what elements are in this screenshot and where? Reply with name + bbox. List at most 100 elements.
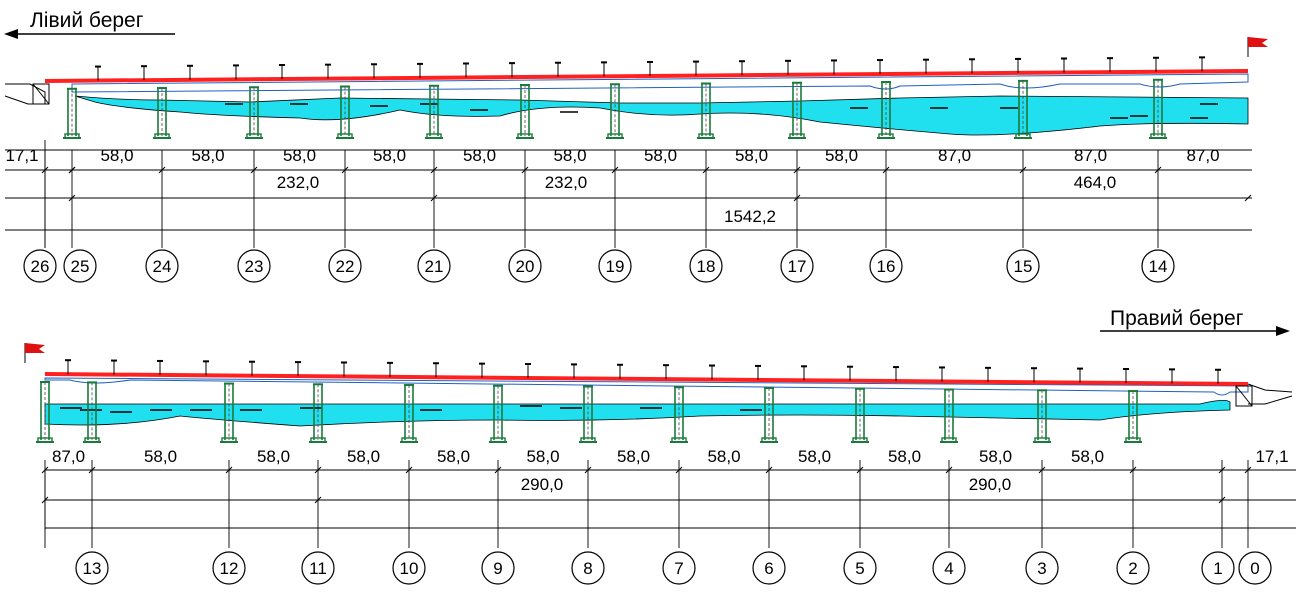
pier-axis-13: 13 (75, 551, 109, 585)
span-length: 58,0 (825, 146, 858, 165)
pier (309, 383, 327, 443)
bridge-deck (44, 372, 1249, 386)
group-length: 290,0 (521, 475, 564, 494)
pier-axis-number: 18 (697, 257, 716, 276)
pier-axis-number: 8 (583, 559, 592, 578)
pier-axis-1: 1 (1201, 551, 1235, 585)
span-girders (44, 377, 1249, 396)
pier-axis-17: 17 (780, 249, 814, 283)
left-bank-label: Лівий берег (30, 9, 144, 32)
span-length: 17,1 (5, 146, 38, 165)
pier-axis-number: 26 (31, 257, 50, 276)
pier-axis-number: 1 (1213, 559, 1222, 578)
span-length: 58,0 (979, 447, 1012, 466)
right-bank-marker: Правий берег (1100, 307, 1290, 336)
bridge-deck (44, 69, 1249, 83)
pier-axis-number: 0 (1250, 559, 1259, 578)
pier-axis-number: 7 (674, 559, 683, 578)
span-length: 58,0 (100, 146, 133, 165)
span-length: 58,0 (798, 447, 831, 466)
pier-axis-number: 9 (493, 559, 502, 578)
span-length: 87,0 (52, 447, 85, 466)
pier (579, 385, 597, 443)
pier (400, 384, 418, 443)
lower-elevation-segment: 87,0 58,0 58,0 58,0 58,0 58,0 58,0 58,0 58,0 58,0… (24, 343, 1296, 585)
pier-axis-16: 16 (869, 249, 903, 283)
span-length: 58,0 (735, 146, 768, 165)
pier (1149, 78, 1167, 139)
pier (1124, 390, 1142, 443)
pier-axis-number: 5 (855, 559, 864, 578)
pier-axis-number: 25 (71, 257, 90, 276)
pier (516, 84, 534, 139)
span-length: 58,0 (437, 447, 470, 466)
left-bank-marker: Лівий берег (4, 9, 175, 39)
pier-axis-6: 6 (752, 551, 786, 585)
span-length: 58,0 (617, 447, 650, 466)
pier-axis-21: 21 (417, 249, 451, 283)
pier-axis-number: 22 (336, 257, 355, 276)
pier-axis-number: 3 (1037, 559, 1046, 578)
pier-axis-number: 23 (245, 257, 264, 276)
pier-axis-5: 5 (843, 551, 877, 585)
pier (606, 83, 624, 139)
pier-axis-11: 11 (301, 551, 335, 585)
pier-axis-number: 16 (877, 257, 896, 276)
span-length: 58,0 (707, 447, 740, 466)
pier-axis-10: 10 (392, 551, 426, 585)
group-length: 232,0 (545, 173, 588, 192)
pier-axis-number: 19 (606, 257, 625, 276)
pier-axis-number: 6 (764, 559, 773, 578)
group-length: 232,0 (277, 173, 320, 192)
pier (940, 388, 958, 443)
pier-axis-9: 9 (481, 551, 515, 585)
pier (670, 386, 688, 443)
pier (877, 81, 895, 139)
pier (425, 84, 443, 139)
pier-axis-24: 24 (145, 249, 179, 283)
span-length: 58,0 (1071, 447, 1104, 466)
pier (1014, 79, 1032, 139)
span-length: 17,1 (1255, 447, 1288, 466)
span-length: 58,0 (257, 447, 290, 466)
pier (697, 82, 715, 139)
pier-axis-number: 13 (83, 559, 102, 578)
pier-axis-26: 26 (23, 249, 57, 283)
left-abutment (4, 83, 46, 105)
pier (245, 86, 263, 139)
pier-axis-number: 24 (153, 257, 172, 276)
river-water (44, 400, 1231, 427)
pier-axis-number: 2 (1128, 559, 1137, 578)
span-length: 58,0 (373, 146, 406, 165)
pier-axis-18: 18 (689, 249, 723, 283)
pier (36, 381, 54, 443)
span-length: 58,0 (888, 447, 921, 466)
group-length: 464,0 (1074, 173, 1117, 192)
pier-axis-3: 3 (1025, 551, 1059, 585)
right-abutment (1247, 383, 1293, 405)
flag-icon (24, 343, 45, 363)
lamppost-row (65, 359, 1221, 384)
pier-axis-25: 25 (63, 249, 97, 283)
span-length: 87,0 (1186, 146, 1219, 165)
pier-axis-22: 22 (328, 249, 362, 283)
lamppost-row (95, 56, 1205, 81)
pier-axis-number: 12 (220, 559, 239, 578)
pier-axis-8: 8 (571, 551, 605, 585)
span-length: 58,0 (463, 146, 496, 165)
pier (153, 87, 171, 139)
pier (788, 81, 806, 139)
pier (1033, 389, 1051, 443)
span-length: 58,0 (347, 447, 380, 466)
pier-axis-number: 17 (788, 257, 807, 276)
right-bank-label: Правий берег (1110, 307, 1244, 330)
pier-axis-14: 14 (1141, 249, 1175, 283)
pier (63, 87, 81, 139)
pier-axis-19: 19 (598, 249, 632, 283)
pier-axis-number: 15 (1014, 257, 1033, 276)
span-length: 58,0 (526, 447, 559, 466)
span-length: 58,0 (644, 146, 677, 165)
pier-axis-number: 4 (944, 559, 953, 578)
pier (760, 387, 778, 443)
